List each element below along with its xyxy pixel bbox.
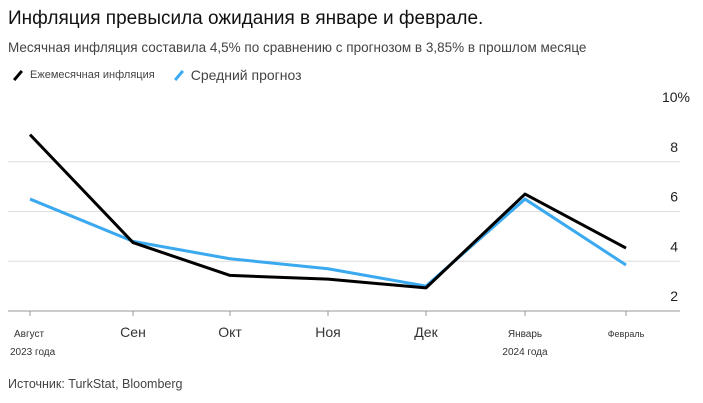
x-tick-label: Сен [120, 324, 146, 340]
legend-label-monthly: Ежемесячная инфляция [30, 69, 155, 81]
x-tick-label: Январь [508, 329, 542, 340]
x-tick-label: Ноя [315, 324, 340, 340]
y-tick-label: 8 [670, 139, 678, 155]
chart-title: Инфляция превысила ожидания в январе и ф… [8, 8, 484, 29]
y-tick-label: 4 [670, 238, 678, 254]
y-tick-label: 2 [670, 288, 678, 304]
series-line-forecast [29, 197, 627, 288]
legend: Ежемесячная инфляция Средний прогноз [8, 67, 302, 83]
legend-label-forecast: Средний прогноз [190, 67, 302, 83]
x-tick-sublabel: 2023 года [10, 347, 56, 358]
x-tick-label: Август [14, 329, 45, 340]
x-tick-sublabel: 2024 года [502, 347, 548, 358]
x-tick-label: Окт [218, 324, 242, 340]
chart-subtitle: Месячная инфляция составила 4,5% по срав… [8, 40, 587, 55]
y-tick-label: 6 [670, 189, 678, 205]
source-note: Источник: TurkStat, Bloomberg [8, 377, 183, 391]
series-line-monthly [28, 133, 627, 290]
x-tick-label: Февраль [608, 329, 645, 339]
y-tick-label: 10% [662, 89, 690, 105]
x-tick-label: Дек [414, 324, 438, 340]
